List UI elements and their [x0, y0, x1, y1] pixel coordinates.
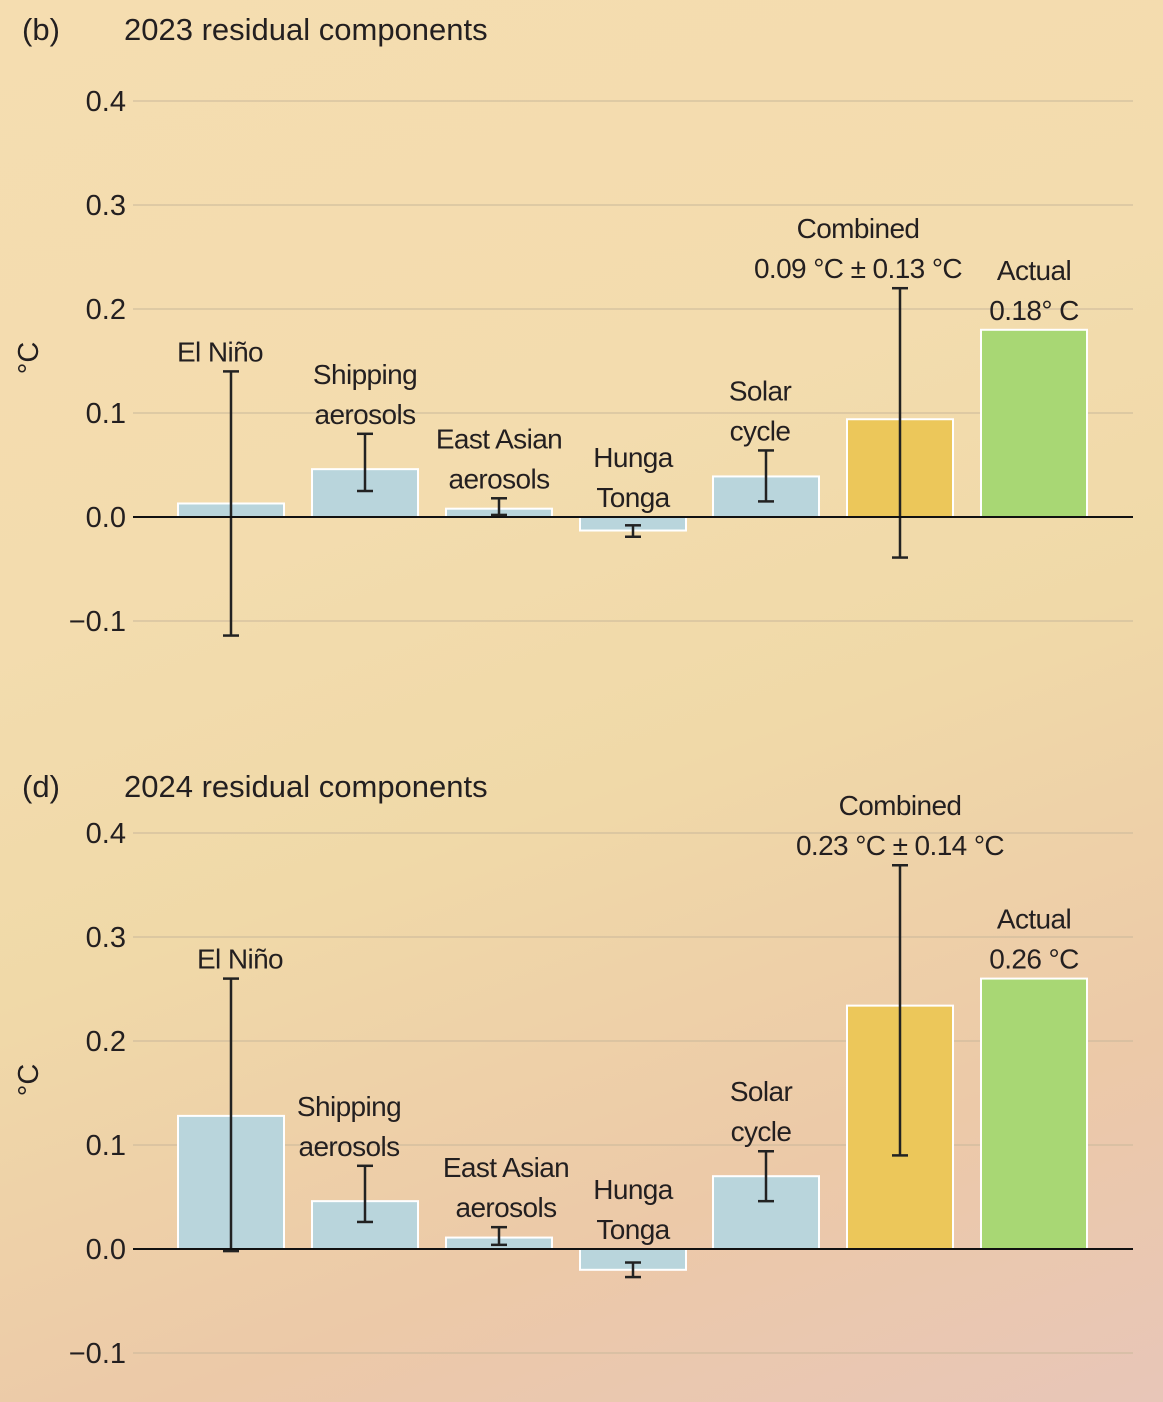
- bar-label: El Niño: [177, 336, 263, 367]
- error-bar: [625, 524, 641, 539]
- error-bar: [892, 286, 908, 559]
- chart-title: 2023 residual components: [124, 12, 488, 47]
- error-bar: [892, 863, 908, 1157]
- y-tick-label: 0.4: [86, 818, 126, 850]
- bar-label: 0.26 °C: [989, 944, 1079, 975]
- bar-label: 0.09 °C ± 0.13 °C: [754, 253, 962, 284]
- bar-label: cycle: [731, 1116, 792, 1147]
- error-bar: [491, 497, 507, 517]
- y-tick-label: 0.2: [86, 1026, 126, 1058]
- bar-label: East Asian: [443, 1152, 569, 1183]
- y-tick-label: 0.0: [86, 502, 126, 534]
- y-tick-label: 0.3: [86, 190, 126, 222]
- bar-label: Solar: [730, 1076, 793, 1107]
- y-axis-label: °C: [13, 1064, 45, 1097]
- y-tick-label: 0.3: [86, 922, 126, 954]
- bar-label: Actual: [997, 255, 1071, 286]
- y-tick-label: 0.1: [86, 398, 126, 430]
- bar-label: cycle: [730, 415, 791, 446]
- y-tick-label: −0.1: [69, 1338, 126, 1370]
- bar-label: East Asian: [436, 423, 562, 454]
- bar-label: Hunga: [593, 1174, 674, 1205]
- y-tick-label: 0.2: [86, 294, 126, 326]
- error-bar: [223, 977, 239, 1253]
- bar-label: aerosols: [455, 1192, 556, 1223]
- bar-label: El Niño: [197, 944, 283, 975]
- bar-label: Hunga: [593, 442, 674, 473]
- error-bar: [357, 1164, 373, 1224]
- bar-label: Tonga: [596, 482, 670, 513]
- bar-label: Actual: [997, 904, 1071, 935]
- bar-label: 0.23 °C ± 0.14 °C: [796, 830, 1004, 861]
- error-bar: [491, 1225, 507, 1247]
- error-bar: [758, 1149, 774, 1203]
- bar-label: Shipping: [313, 359, 417, 390]
- chart-panel-1: (d) 2024 residual components °C 0.4 0.3 0.2 0.…: [13, 769, 1133, 1370]
- y-tick-label: 0.4: [86, 86, 126, 118]
- chart-title: 2024 residual components: [124, 769, 488, 804]
- bar-label: Solar: [729, 375, 792, 406]
- panel-label: (b): [22, 12, 60, 47]
- error-bar: [625, 1261, 641, 1279]
- error-bar: [223, 370, 239, 637]
- bar: [980, 977, 1088, 1250]
- panel-label: (d): [22, 769, 60, 804]
- bar: [980, 328, 1088, 518]
- bar-label: Combined: [839, 790, 962, 821]
- bar-label: Combined: [797, 213, 920, 244]
- bar-label: aerosols: [314, 399, 415, 430]
- y-tick-label: 0.1: [86, 1130, 126, 1162]
- chart-panel-0: (b) 2023 residual components °C 0.4 0.3 0.2 0.…: [13, 12, 1133, 638]
- bar-label: 0.18° C: [989, 295, 1079, 326]
- y-axis-label: °C: [13, 342, 45, 375]
- error-bar: [357, 432, 373, 493]
- error-bar: [758, 449, 774, 503]
- bar-label: Tonga: [596, 1214, 670, 1245]
- bar-label: aerosols: [298, 1131, 399, 1162]
- y-tick-label: 0.0: [86, 1234, 126, 1266]
- y-tick-label: −0.1: [69, 606, 126, 638]
- bar-label: Shipping: [297, 1091, 401, 1122]
- bar-label: aerosols: [448, 463, 549, 494]
